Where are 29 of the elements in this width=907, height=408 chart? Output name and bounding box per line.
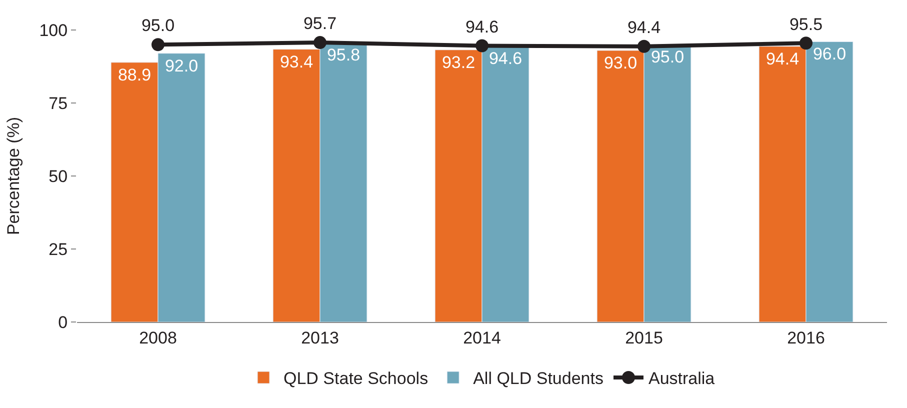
- data-label: 88.9: [118, 65, 152, 84]
- data-label: 95.0: [650, 48, 684, 67]
- data-label: 93.0: [604, 53, 638, 72]
- x-tick-label: 2013: [301, 328, 339, 348]
- x-tick-label: 2015: [625, 328, 663, 348]
- y-tick-label: 25: [48, 240, 68, 259]
- data-label: 93.4: [280, 52, 314, 72]
- data-label: 96.0: [812, 44, 846, 64]
- x-tick-label: 2016: [787, 328, 825, 348]
- data-label: 95.8: [326, 45, 360, 64]
- data-label: 94.4: [766, 49, 800, 68]
- y-tick-label: 50: [48, 166, 68, 186]
- y-axis-title: Percentage (%): [4, 116, 23, 236]
- data-label: 95.7: [303, 14, 337, 34]
- y-tick-label: 75: [48, 94, 68, 113]
- x-tick-label: 2014: [463, 328, 501, 348]
- data-label: 94.6: [488, 48, 522, 68]
- data-label: 93.2: [442, 52, 476, 72]
- x-tick-label: 2008: [139, 328, 177, 348]
- y-tick-label: 100: [39, 20, 68, 40]
- data-label: 95.5: [789, 14, 823, 34]
- legend-label: QLD State Schools: [284, 369, 428, 388]
- data-label: 95.0: [141, 16, 175, 36]
- data-label: 94.4: [627, 18, 661, 37]
- data-label: 94.6: [465, 17, 499, 36]
- legend-label: Australia: [648, 369, 716, 388]
- data-label: 92.0: [164, 56, 198, 76]
- y-tick-label: 0: [58, 312, 68, 332]
- legend-label: All QLD Students: [473, 369, 604, 388]
